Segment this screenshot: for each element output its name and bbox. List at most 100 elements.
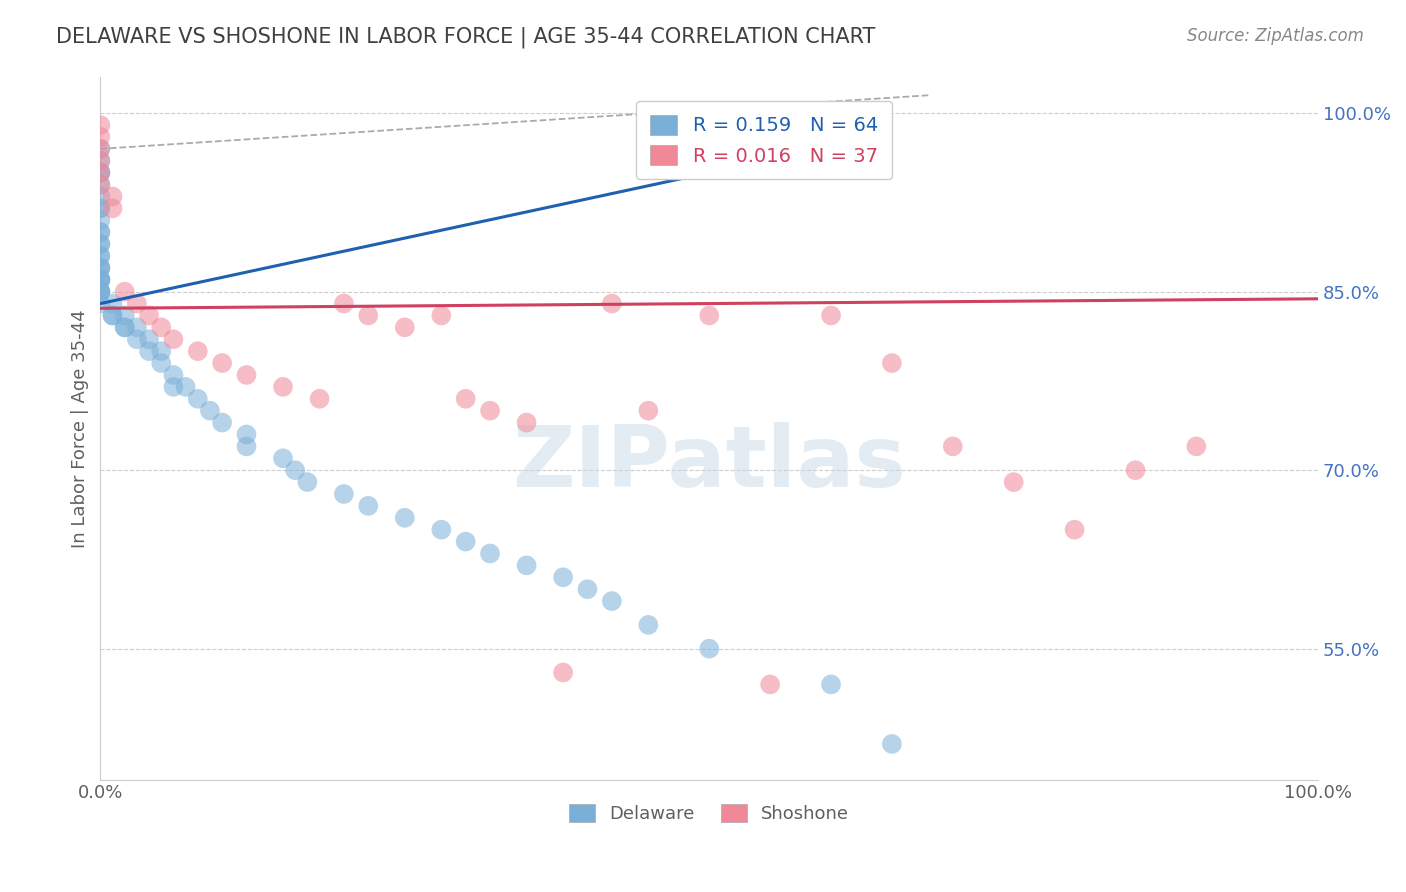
Point: [89, 249, 111, 263]
Point: [235, 439, 257, 453]
Point: [1063, 523, 1085, 537]
Point: [162, 332, 184, 346]
Point: [89, 189, 111, 203]
Point: [174, 380, 197, 394]
Point: [89, 237, 111, 252]
Point: [89, 273, 111, 287]
Point: [89, 260, 111, 275]
Point: [101, 202, 124, 216]
Point: [430, 523, 453, 537]
Text: Source: ZipAtlas.com: Source: ZipAtlas.com: [1187, 27, 1364, 45]
Point: [89, 225, 111, 239]
Point: [308, 392, 330, 406]
Point: [89, 225, 111, 239]
Point: [1185, 439, 1208, 453]
Point: [553, 665, 575, 680]
Point: [89, 213, 111, 227]
Point: [162, 368, 184, 382]
Point: [89, 142, 111, 156]
Point: [150, 356, 173, 370]
Point: [101, 309, 124, 323]
Point: [125, 332, 148, 346]
Point: [150, 320, 173, 334]
Point: [101, 309, 124, 323]
Point: [138, 309, 160, 323]
Point: [637, 403, 659, 417]
Point: [942, 439, 965, 453]
Point: [89, 249, 111, 263]
Point: [114, 320, 136, 334]
Point: [114, 320, 136, 334]
Point: [357, 309, 380, 323]
Point: [150, 344, 173, 359]
Point: [89, 273, 111, 287]
Point: [138, 344, 160, 359]
Point: [357, 499, 380, 513]
Point: [89, 285, 111, 299]
Point: [516, 416, 538, 430]
Point: [89, 285, 111, 299]
Point: [125, 296, 148, 310]
Point: [235, 368, 257, 382]
Point: [101, 296, 124, 310]
Point: [454, 392, 477, 406]
Point: [637, 618, 659, 632]
Point: [600, 296, 623, 310]
Point: [454, 534, 477, 549]
Point: [759, 677, 782, 691]
Point: [479, 403, 502, 417]
Point: [89, 178, 111, 192]
Point: [333, 487, 356, 501]
Point: [89, 285, 111, 299]
Point: [89, 273, 111, 287]
Point: [89, 237, 111, 252]
Point: [89, 153, 111, 168]
Point: [271, 380, 294, 394]
Point: [101, 189, 124, 203]
Y-axis label: In Labor Force | Age 35-44: In Labor Force | Age 35-44: [72, 310, 89, 548]
Point: [89, 202, 111, 216]
Point: [89, 153, 111, 168]
Point: [89, 260, 111, 275]
Point: [1002, 475, 1025, 489]
Point: [89, 273, 111, 287]
Point: [138, 332, 160, 346]
Point: [125, 320, 148, 334]
Point: [430, 309, 453, 323]
Point: [697, 641, 720, 656]
Point: [211, 356, 233, 370]
Point: [235, 427, 257, 442]
Point: [271, 451, 294, 466]
Point: [820, 309, 842, 323]
Legend: Delaware, Shoshone: Delaware, Shoshone: [558, 793, 860, 834]
Point: [820, 677, 842, 691]
Point: [697, 309, 720, 323]
Point: [479, 547, 502, 561]
Point: [89, 166, 111, 180]
Text: ZIPatlas: ZIPatlas: [512, 422, 905, 505]
Point: [89, 166, 111, 180]
Point: [114, 285, 136, 299]
Point: [394, 510, 416, 524]
Point: [187, 344, 209, 359]
Point: [576, 582, 599, 597]
Text: DELAWARE VS SHOSHONE IN LABOR FORCE | AGE 35-44 CORRELATION CHART: DELAWARE VS SHOSHONE IN LABOR FORCE | AG…: [56, 27, 876, 48]
Point: [297, 475, 319, 489]
Point: [89, 260, 111, 275]
Point: [198, 403, 221, 417]
Point: [880, 737, 903, 751]
Point: [89, 202, 111, 216]
Point: [89, 142, 111, 156]
Point: [394, 320, 416, 334]
Point: [333, 296, 356, 310]
Point: [89, 118, 111, 132]
Point: [187, 392, 209, 406]
Point: [516, 558, 538, 573]
Point: [162, 380, 184, 394]
Point: [89, 285, 111, 299]
Point: [880, 356, 903, 370]
Point: [114, 309, 136, 323]
Point: [600, 594, 623, 608]
Point: [284, 463, 307, 477]
Point: [89, 296, 111, 310]
